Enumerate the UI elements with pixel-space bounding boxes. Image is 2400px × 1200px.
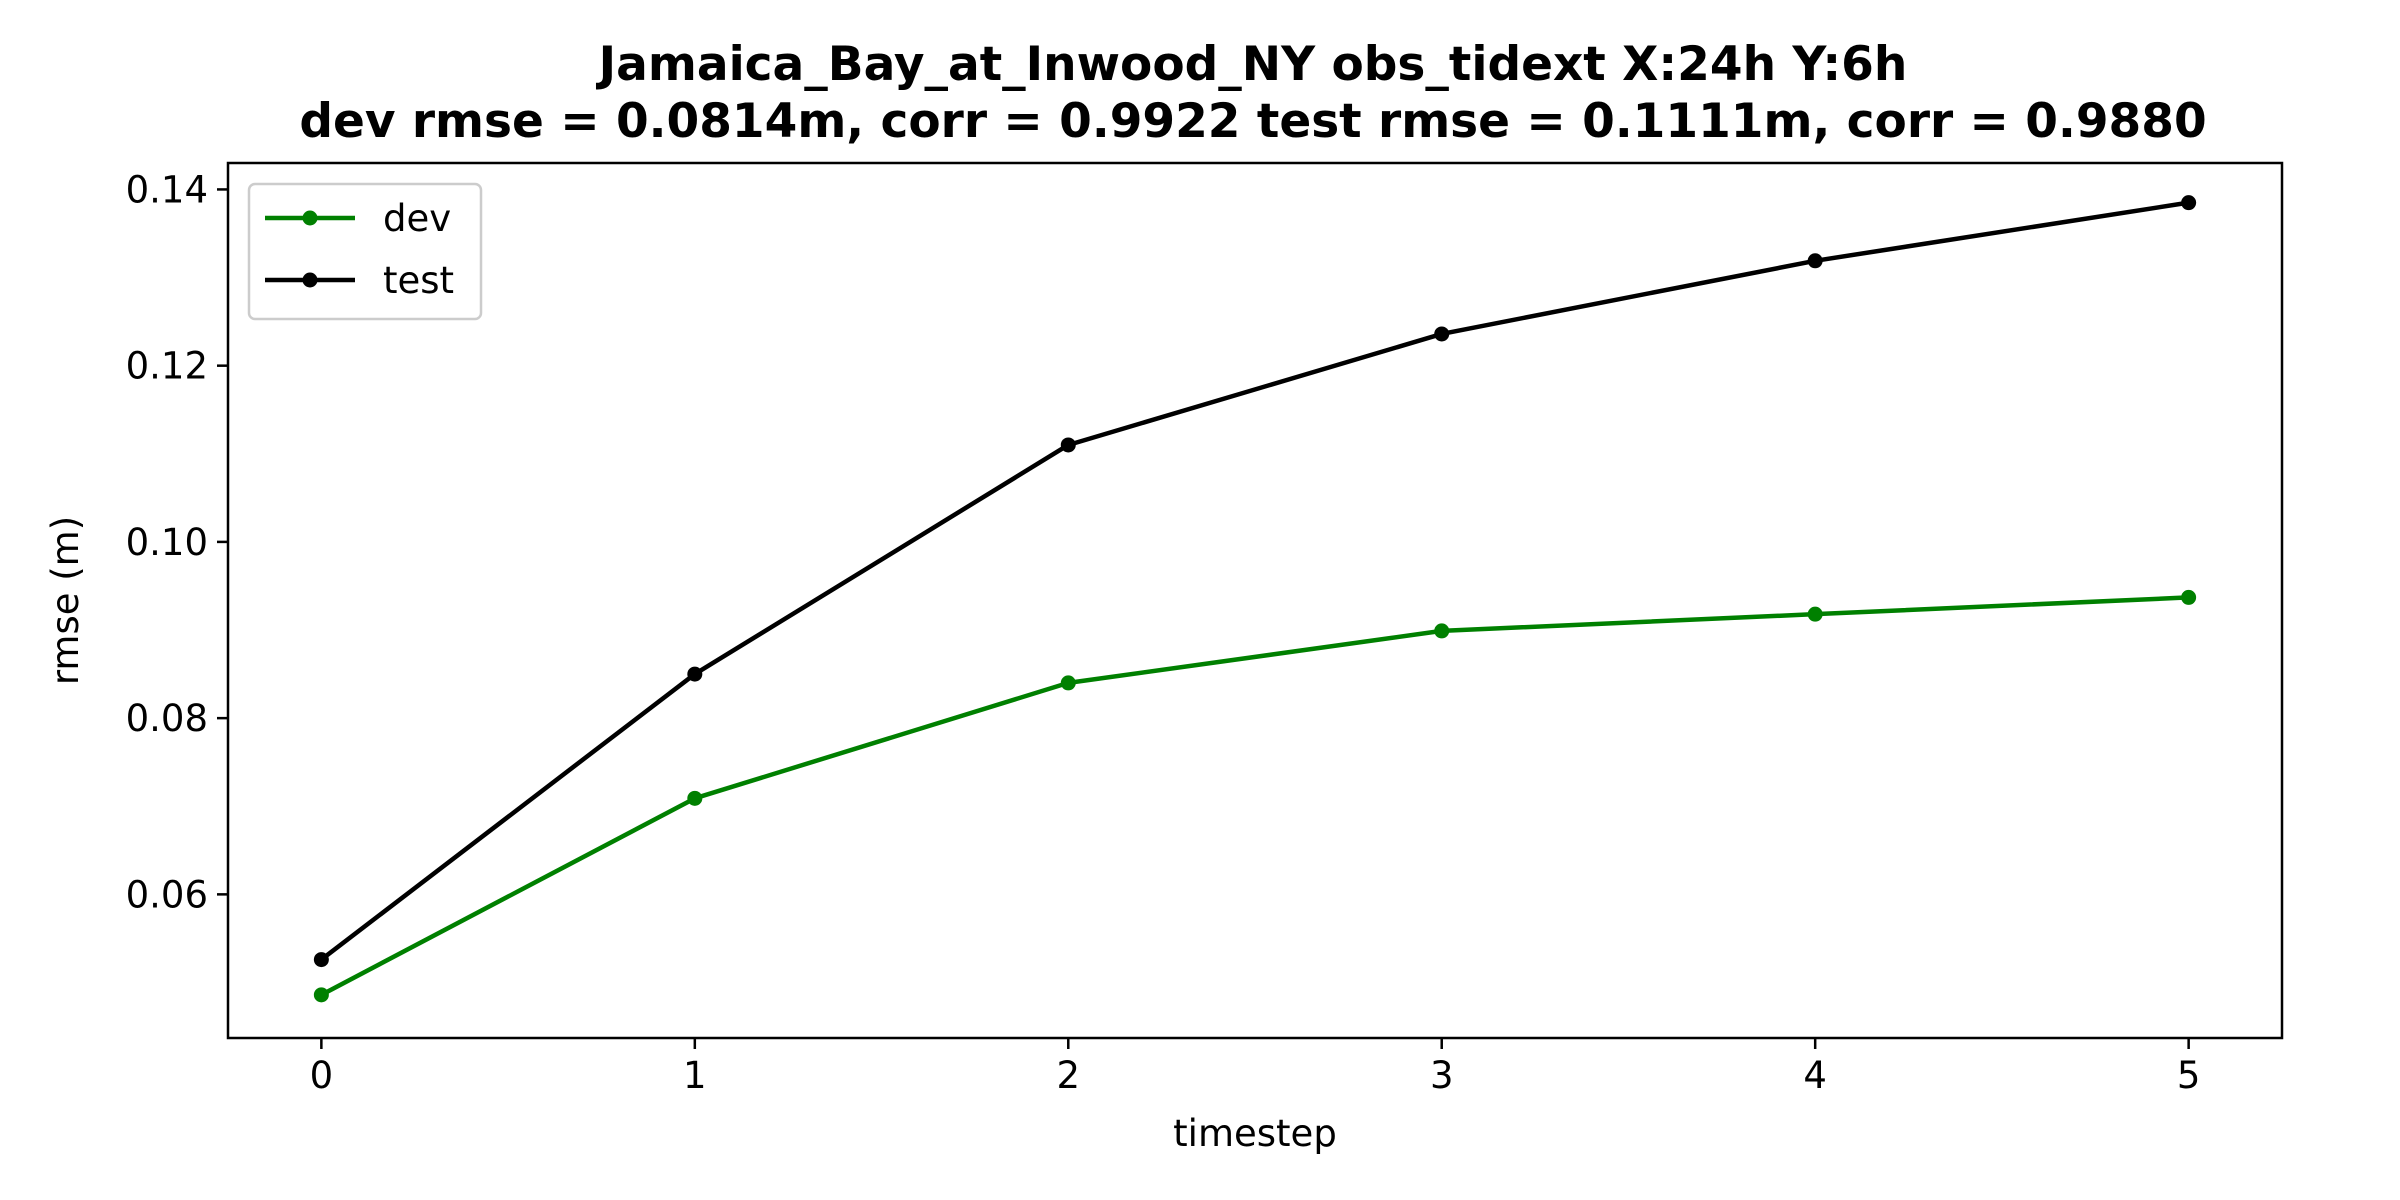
data-point-dev (2181, 589, 2197, 605)
plot-frame (226, 161, 2284, 1040)
series-dev (313, 589, 2197, 1003)
y-axis-ticks: 0.06 0.08 0.10 0.12 0.14 (126, 168, 228, 916)
legend-label-dev: dev (383, 197, 451, 240)
data-point-dev (313, 987, 329, 1003)
x-tick-label: 0 (310, 1054, 334, 1097)
y-axis-label: rmse (m) (44, 516, 87, 685)
x-tick-label: 3 (1430, 1054, 1454, 1097)
chart-title: Jamaica_Bay_at_Inwood_NY obs_tidext X:24… (596, 37, 1908, 92)
data-point-test (313, 952, 329, 968)
data-point-test (687, 666, 703, 682)
y-tick-label: 0.10 (126, 521, 208, 564)
y-tick-label: 0.12 (126, 345, 208, 388)
data-point-dev (1807, 606, 1823, 622)
data-point-test (1060, 437, 1076, 453)
x-tick-label: 5 (2177, 1054, 2201, 1097)
data-point-test (1434, 326, 1450, 342)
legend-marker-dev (302, 210, 318, 226)
series-test (313, 195, 2197, 968)
y-tick-label: 0.06 (126, 873, 208, 916)
x-tick-label: 4 (1803, 1054, 1827, 1097)
chart-subtitle: dev rmse = 0.0814m, corr = 0.9922 test r… (299, 94, 2206, 149)
x-axis-ticks: 0 1 2 3 4 5 (310, 1038, 2201, 1097)
data-point-test (2181, 195, 2197, 211)
data-point-dev (1434, 623, 1450, 639)
y-tick-label: 0.14 (126, 168, 208, 211)
data-point-test (1807, 253, 1823, 269)
series-layer (313, 195, 2197, 1003)
y-tick-label: 0.08 (126, 697, 208, 740)
legend: dev test (247, 182, 483, 321)
legend-label-test: test (383, 259, 454, 302)
x-tick-label: 1 (683, 1054, 707, 1097)
series-line-test (319, 200, 2189, 962)
series-line-dev (320, 595, 2189, 997)
x-axis-label: timestep (1173, 1112, 1337, 1155)
x-tick-label: 2 (1056, 1054, 1080, 1097)
data-point-dev (687, 790, 703, 806)
data-point-dev (1060, 675, 1076, 691)
legend-marker-test (302, 272, 318, 288)
